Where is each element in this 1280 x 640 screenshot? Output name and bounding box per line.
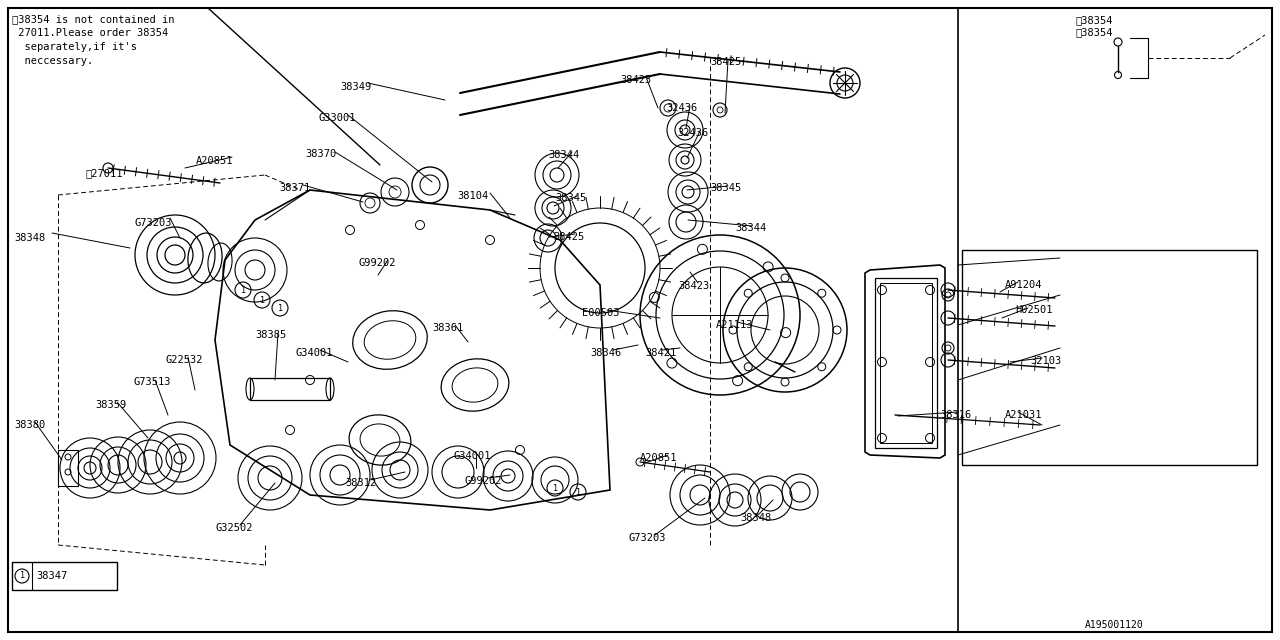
Text: G73513: G73513	[133, 377, 170, 387]
Text: neccessary.: neccessary.	[12, 56, 93, 66]
Text: A21031: A21031	[1005, 410, 1042, 420]
Text: 1: 1	[576, 488, 581, 497]
Text: 38361: 38361	[433, 323, 463, 333]
Text: A21113: A21113	[716, 320, 754, 330]
Text: 27011.Please order 38354: 27011.Please order 38354	[12, 28, 168, 38]
Text: E00503: E00503	[582, 308, 620, 318]
Text: 38347: 38347	[36, 571, 68, 581]
Text: 38425: 38425	[710, 57, 741, 67]
Text: 38348: 38348	[740, 513, 772, 523]
Text: G22532: G22532	[165, 355, 202, 365]
Text: A20851: A20851	[640, 453, 677, 463]
Bar	[876, 278, 937, 448]
Text: 38316: 38316	[940, 410, 972, 420]
Text: 38345: 38345	[556, 193, 586, 203]
Text: 38359: 38359	[95, 400, 127, 410]
Text: 32436: 32436	[666, 103, 698, 113]
Text: 38423: 38423	[678, 281, 709, 291]
Bar	[963, 250, 1257, 465]
Text: 38371: 38371	[279, 183, 310, 193]
Text: G33001: G33001	[317, 113, 356, 123]
Text: 38348: 38348	[14, 233, 45, 243]
Text: G34001: G34001	[294, 348, 333, 358]
Text: 38104: 38104	[457, 191, 488, 201]
Text: 38345: 38345	[710, 183, 741, 193]
Text: 38421: 38421	[645, 348, 676, 358]
Text: 38349: 38349	[340, 82, 371, 92]
Text: G99202: G99202	[358, 258, 396, 268]
Text: G34001: G34001	[453, 451, 490, 461]
Text: G73203: G73203	[134, 218, 172, 228]
Text: ※38354: ※38354	[1075, 15, 1112, 25]
Text: A20851: A20851	[196, 156, 233, 166]
Text: 1: 1	[241, 285, 246, 294]
Text: G99202: G99202	[465, 476, 502, 486]
Text: 38344: 38344	[735, 223, 767, 233]
Text: 38344: 38344	[548, 150, 580, 160]
Text: 32103: 32103	[1030, 356, 1061, 366]
Bar	[58, 450, 78, 486]
Text: 38385: 38385	[255, 330, 287, 340]
Text: 1: 1	[553, 483, 558, 493]
Text: ※38354 is not contained in: ※38354 is not contained in	[12, 14, 174, 24]
Text: 38312: 38312	[346, 478, 376, 488]
Text: A195001120: A195001120	[1085, 620, 1144, 630]
Text: ※38354: ※38354	[1075, 27, 1112, 37]
Text: G32502: G32502	[215, 523, 252, 533]
Text: 1: 1	[260, 296, 265, 305]
Text: 32436: 32436	[677, 128, 708, 138]
Text: 38425: 38425	[553, 232, 584, 242]
Bar	[881, 283, 932, 443]
Text: 1: 1	[19, 572, 24, 580]
Text: 38346: 38346	[590, 348, 621, 358]
Text: 38380: 38380	[14, 420, 45, 430]
Bar	[250, 378, 330, 400]
Text: ※27011: ※27011	[84, 168, 123, 178]
Text: 38423: 38423	[620, 75, 652, 85]
Text: A91204: A91204	[1005, 280, 1042, 290]
Text: 1: 1	[278, 303, 283, 312]
Text: H02501: H02501	[1015, 305, 1052, 315]
Text: 38370: 38370	[305, 149, 337, 159]
Text: separately,if it's: separately,if it's	[12, 42, 137, 52]
Bar	[12, 562, 116, 590]
Text: G73203: G73203	[628, 533, 666, 543]
